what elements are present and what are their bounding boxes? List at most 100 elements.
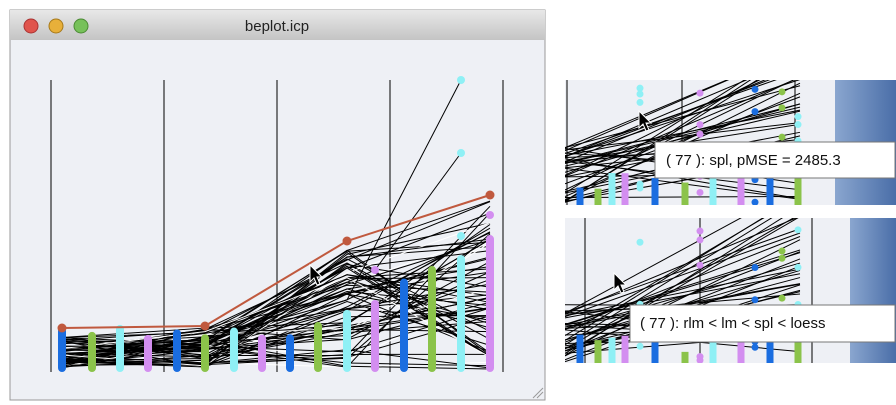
line bbox=[565, 232, 801, 318]
point bbox=[88, 357, 96, 366]
point bbox=[343, 358, 351, 367]
cursor bbox=[309, 263, 324, 286]
line bbox=[565, 218, 773, 346]
point bbox=[173, 359, 181, 368]
line bbox=[565, 239, 801, 357]
line bbox=[61, 201, 491, 339]
window-title: beplot.icp bbox=[245, 18, 309, 35]
point bbox=[696, 188, 704, 196]
line bbox=[565, 110, 801, 167]
line bbox=[565, 80, 761, 176]
point bbox=[636, 98, 644, 106]
point bbox=[794, 121, 802, 129]
highlight-point bbox=[485, 190, 495, 200]
line bbox=[61, 212, 491, 368]
line bbox=[565, 96, 801, 185]
point bbox=[457, 339, 465, 348]
line bbox=[61, 258, 491, 358]
line bbox=[565, 80, 771, 158]
point bbox=[696, 89, 704, 97]
point bbox=[636, 342, 644, 350]
minimize-button[interactable] bbox=[48, 18, 64, 34]
line bbox=[61, 268, 491, 365]
point bbox=[794, 263, 802, 271]
line bbox=[565, 103, 801, 173]
line bbox=[565, 80, 759, 202]
point bbox=[314, 322, 322, 331]
point bbox=[400, 329, 408, 338]
line bbox=[565, 268, 801, 317]
line bbox=[61, 301, 491, 362]
point bbox=[230, 349, 238, 358]
title-bar bbox=[10, 10, 545, 40]
point bbox=[286, 361, 294, 370]
highlight-point bbox=[57, 323, 67, 333]
point bbox=[58, 359, 66, 368]
point bbox=[486, 236, 494, 244]
point bbox=[778, 254, 786, 262]
point bbox=[696, 356, 704, 363]
point bbox=[230, 335, 238, 344]
line bbox=[565, 273, 801, 319]
point bbox=[314, 338, 322, 347]
tooltip-text: ( 77 ): rlm < lm < spl < loess bbox=[640, 315, 825, 332]
highlight-point bbox=[342, 236, 352, 246]
point bbox=[457, 232, 465, 240]
point bbox=[751, 198, 759, 205]
line bbox=[61, 349, 491, 369]
point bbox=[116, 356, 124, 365]
line bbox=[61, 329, 491, 369]
point bbox=[794, 113, 802, 121]
line bbox=[565, 80, 766, 163]
plot bbox=[50, 76, 504, 372]
line bbox=[61, 200, 491, 350]
point bbox=[778, 133, 786, 141]
zoom-button[interactable] bbox=[73, 18, 89, 34]
point bbox=[696, 236, 704, 244]
cursor bbox=[613, 271, 628, 294]
point bbox=[636, 184, 644, 192]
point bbox=[486, 329, 494, 338]
point bbox=[58, 339, 66, 348]
line bbox=[565, 158, 801, 200]
line bbox=[61, 239, 491, 358]
point bbox=[173, 348, 181, 357]
point bbox=[144, 355, 152, 364]
point bbox=[636, 84, 644, 92]
point bbox=[428, 278, 436, 287]
point bbox=[428, 298, 436, 307]
point bbox=[778, 88, 786, 96]
line bbox=[565, 80, 729, 149]
point bbox=[751, 264, 759, 272]
point bbox=[400, 279, 408, 288]
line bbox=[565, 80, 746, 194]
point bbox=[486, 247, 494, 256]
line bbox=[565, 109, 801, 157]
highlight-line bbox=[61, 194, 491, 329]
line bbox=[565, 236, 801, 330]
line bbox=[565, 228, 801, 314]
point bbox=[696, 130, 704, 138]
line bbox=[565, 251, 801, 343]
line bbox=[565, 218, 765, 336]
tooltip bbox=[654, 141, 896, 179]
point bbox=[201, 354, 209, 363]
line bbox=[61, 339, 491, 370]
tooltip-text: ( 77 ): spl, pMSE = 2485.3 bbox=[666, 152, 841, 169]
point bbox=[778, 247, 786, 255]
point bbox=[457, 76, 465, 84]
point bbox=[636, 90, 644, 98]
line bbox=[61, 307, 491, 358]
point bbox=[428, 336, 436, 345]
line bbox=[565, 85, 801, 149]
close-button[interactable] bbox=[23, 18, 39, 34]
point bbox=[343, 321, 351, 330]
point bbox=[286, 337, 294, 346]
point bbox=[751, 343, 759, 351]
cursor bbox=[638, 109, 653, 132]
line bbox=[61, 277, 491, 358]
point bbox=[371, 266, 379, 274]
line bbox=[565, 218, 783, 356]
resize-grip bbox=[532, 387, 544, 399]
